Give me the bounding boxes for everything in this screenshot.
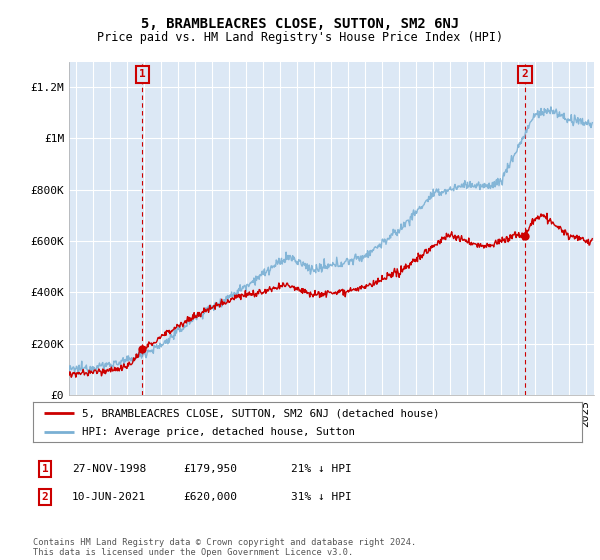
Text: 1: 1: [139, 69, 146, 80]
Text: £620,000: £620,000: [183, 492, 237, 502]
Text: 5, BRAMBLEACRES CLOSE, SUTTON, SM2 6NJ: 5, BRAMBLEACRES CLOSE, SUTTON, SM2 6NJ: [141, 17, 459, 31]
Text: HPI: Average price, detached house, Sutton: HPI: Average price, detached house, Sutt…: [82, 427, 355, 437]
Text: 1: 1: [41, 464, 49, 474]
Text: 2: 2: [521, 69, 529, 80]
Text: 5, BRAMBLEACRES CLOSE, SUTTON, SM2 6NJ (detached house): 5, BRAMBLEACRES CLOSE, SUTTON, SM2 6NJ (…: [82, 408, 440, 418]
Text: 31% ↓ HPI: 31% ↓ HPI: [291, 492, 352, 502]
Text: Price paid vs. HM Land Registry's House Price Index (HPI): Price paid vs. HM Land Registry's House …: [97, 31, 503, 44]
Text: 21% ↓ HPI: 21% ↓ HPI: [291, 464, 352, 474]
Text: 10-JUN-2021: 10-JUN-2021: [72, 492, 146, 502]
Text: 2: 2: [41, 492, 49, 502]
Text: £179,950: £179,950: [183, 464, 237, 474]
Text: Contains HM Land Registry data © Crown copyright and database right 2024.
This d: Contains HM Land Registry data © Crown c…: [33, 538, 416, 557]
Text: 27-NOV-1998: 27-NOV-1998: [72, 464, 146, 474]
